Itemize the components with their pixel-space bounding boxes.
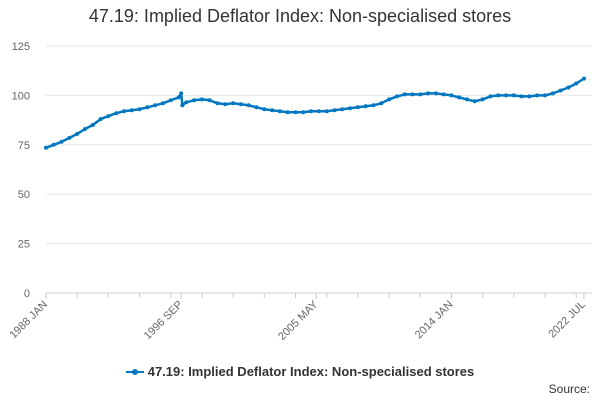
data-point xyxy=(426,91,431,96)
data-point xyxy=(254,105,259,110)
x-tick-label: 1996 SEP xyxy=(142,299,186,343)
data-point xyxy=(277,109,282,114)
data-point xyxy=(410,92,415,97)
data-point xyxy=(355,105,360,110)
data-point xyxy=(207,98,212,103)
data-point xyxy=(566,85,571,90)
y-tick-label: 100 xyxy=(12,90,30,102)
data-point xyxy=(543,93,547,98)
data-point xyxy=(301,110,306,115)
data-point xyxy=(465,97,469,102)
data-point xyxy=(184,100,189,105)
x-tick-label: 2022 JUL xyxy=(546,299,588,341)
data-point xyxy=(582,76,586,81)
data-point xyxy=(262,107,267,112)
legend-swatch-icon xyxy=(125,367,144,377)
data-point xyxy=(449,93,454,98)
data-point xyxy=(231,101,236,106)
data-point xyxy=(332,108,337,113)
data-point xyxy=(114,111,119,116)
data-point xyxy=(457,95,462,100)
data-point xyxy=(418,92,423,97)
data-point xyxy=(309,109,314,114)
data-point xyxy=(145,105,150,110)
data-point xyxy=(527,94,532,99)
data-point xyxy=(176,95,181,100)
data-point xyxy=(504,93,508,98)
legend[interactable]: 47.19: Implied Deflator Index: Non-speci… xyxy=(0,364,600,379)
data-point xyxy=(441,92,446,97)
data-point xyxy=(480,97,485,102)
data-point xyxy=(550,91,555,96)
data-point xyxy=(371,103,376,108)
data-point xyxy=(75,131,80,136)
data-point xyxy=(558,88,563,93)
data-point xyxy=(340,107,345,112)
data-point xyxy=(180,103,185,108)
data-point xyxy=(179,91,184,96)
data-point xyxy=(192,98,197,103)
data-point xyxy=(67,135,72,140)
data-point xyxy=(316,109,321,114)
legend-label: 47.19: Implied Deflator Index: Non-speci… xyxy=(147,364,475,379)
data-point xyxy=(44,145,48,150)
x-tick-label: 2005 MAY xyxy=(276,298,321,343)
data-point xyxy=(83,127,87,131)
data-point xyxy=(293,110,298,115)
data-point xyxy=(122,109,126,114)
y-tick-label: 0 xyxy=(24,288,30,300)
data-point xyxy=(472,99,477,104)
data-point xyxy=(379,101,384,106)
data-point xyxy=(535,93,540,98)
data-point xyxy=(238,102,243,107)
data-point xyxy=(215,101,220,106)
y-tick-label: 75 xyxy=(18,140,30,152)
data-point xyxy=(488,94,493,99)
data-point xyxy=(324,109,329,114)
data-point xyxy=(402,92,407,97)
data-point xyxy=(394,94,399,99)
y-tick-label: 125 xyxy=(12,41,30,53)
data-point xyxy=(433,91,438,96)
data-point xyxy=(59,139,64,144)
data-point xyxy=(51,142,56,147)
data-point xyxy=(153,103,158,108)
data-point xyxy=(137,107,142,112)
y-tick-label: 50 xyxy=(18,189,30,201)
data-point xyxy=(98,117,103,122)
data-point xyxy=(348,106,353,111)
data-point xyxy=(270,108,275,113)
data-point xyxy=(519,94,524,99)
data-point xyxy=(246,103,251,108)
data-point xyxy=(387,97,392,102)
data-point xyxy=(496,93,501,98)
data-point xyxy=(574,81,579,86)
y-tick-label: 25 xyxy=(18,239,30,251)
data-point xyxy=(129,108,134,113)
data-point xyxy=(363,104,368,109)
data-point xyxy=(285,110,290,115)
data-point xyxy=(106,114,111,119)
data-point xyxy=(161,101,165,106)
data-point xyxy=(199,97,204,102)
chart-title: 47.19: Implied Deflator Index: Non-speci… xyxy=(88,6,512,26)
series-line xyxy=(45,77,585,149)
data-point xyxy=(90,123,95,127)
x-tick-label: 2014 JAN xyxy=(413,299,456,342)
data-point xyxy=(223,102,228,107)
x-tick-label: 1988 JAN xyxy=(7,299,50,342)
source-label: Source: xyxy=(548,382,590,396)
data-point xyxy=(511,93,516,98)
data-point xyxy=(168,98,173,103)
